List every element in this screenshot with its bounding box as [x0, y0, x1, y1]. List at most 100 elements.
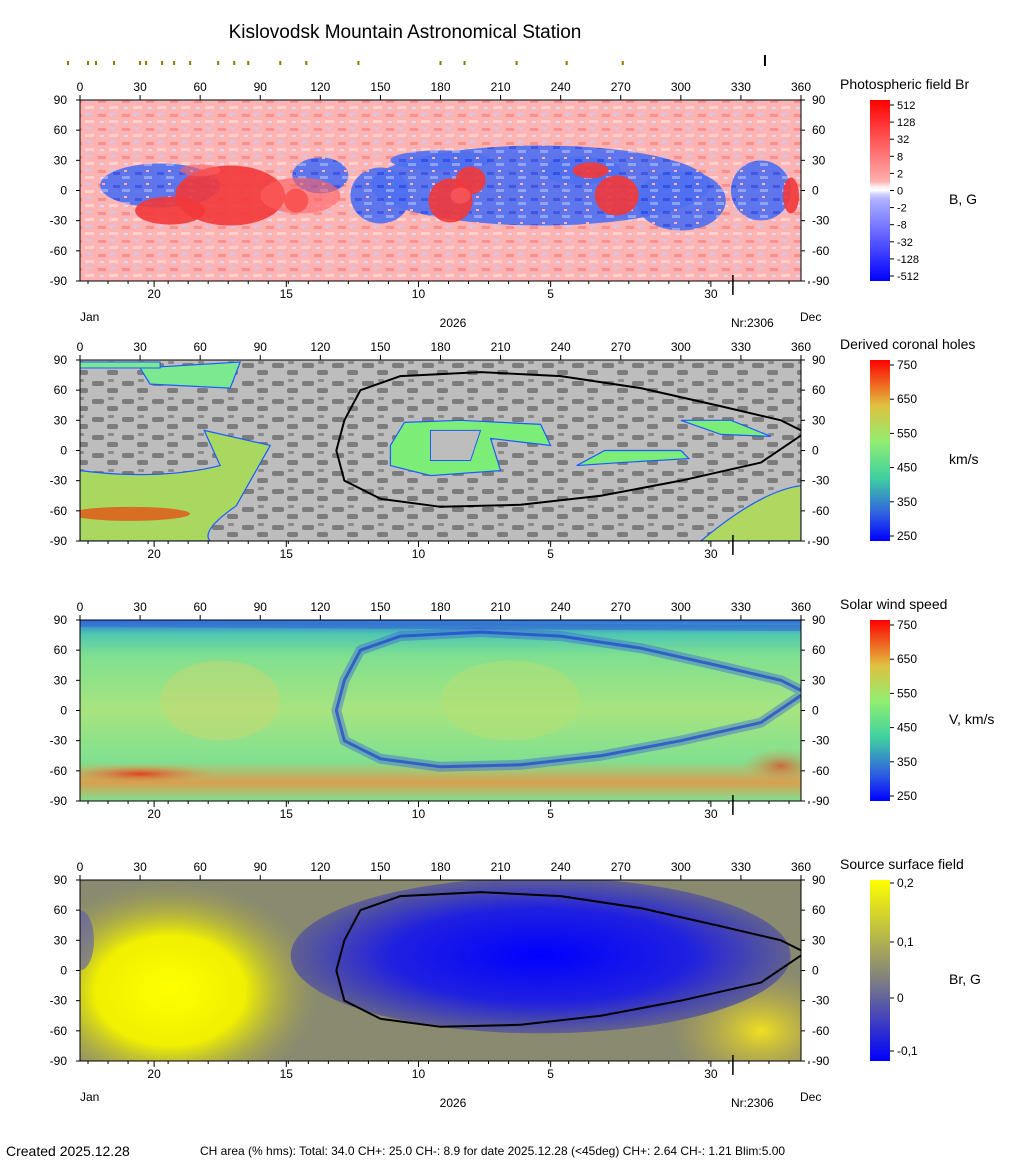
- lat-tick-label-right: 60: [812, 123, 826, 137]
- lat-tick-label-right: 90: [812, 613, 826, 627]
- lon-tick-label: 270: [611, 80, 631, 94]
- hole-interior: [429, 429, 482, 462]
- positive-polarity-region: [450, 187, 471, 204]
- lon-tick-label: 60: [193, 860, 207, 874]
- colorbar: [870, 100, 890, 281]
- panel-title: Photospheric field Br: [840, 76, 970, 92]
- panel-map: [80, 880, 801, 1061]
- lat-tick-label-left: -60: [50, 504, 68, 518]
- colorbar-tick-label: 450: [897, 721, 917, 735]
- date-tick-label: 10: [412, 1067, 426, 1081]
- colorbar-tick-label: 2: [897, 168, 903, 180]
- month-left-label: Jan: [80, 310, 99, 324]
- date-tick-label: 20: [147, 807, 161, 821]
- lat-tick-label-right: -60: [812, 764, 830, 778]
- date-tick-label: 30: [704, 287, 718, 301]
- colorbar-unit: Br, G: [949, 971, 981, 987]
- lat-tick-label-right: 60: [812, 643, 826, 657]
- panel-map: [80, 620, 801, 801]
- ch-area-stats: CH area (% hms): Total: 34.0 CH+: 25.0 C…: [200, 1144, 785, 1158]
- colorbar-tick-label: 32: [897, 134, 909, 146]
- lat-tick-label-right: 90: [812, 353, 826, 367]
- colorbar-tick-label: 550: [897, 426, 917, 440]
- lat-tick-label-right: -30: [812, 734, 830, 748]
- lat-tick-label-left: 90: [54, 873, 68, 887]
- lat-tick-label-left: -30: [50, 734, 68, 748]
- positive-polarity-region: [180, 164, 221, 177]
- colorbar-tick-label: 128: [897, 117, 915, 129]
- observation-marker: [279, 61, 282, 65]
- observation-marker: [95, 61, 98, 65]
- panel-map: [80, 100, 801, 281]
- colorbar: [870, 620, 890, 801]
- lon-tick-label: 150: [370, 600, 390, 614]
- lon-tick-label: 0: [77, 340, 84, 354]
- lon-tick-label: 150: [370, 80, 390, 94]
- lon-tick-label: 330: [731, 600, 751, 614]
- colorbar-tick-label: 0: [897, 186, 903, 198]
- lon-tick-label: 240: [551, 600, 571, 614]
- lat-tick-label-left: 30: [54, 153, 68, 167]
- colorbar-tick-label: 250: [897, 789, 917, 803]
- colorbar-tick-label: -2: [897, 203, 907, 215]
- lon-tick-label: 270: [611, 860, 631, 874]
- lon-tick-label: 90: [254, 600, 268, 614]
- lat-tick-label-right: -90: [812, 274, 830, 288]
- colorbar-tick-label: -512: [897, 271, 919, 283]
- lat-tick-label-left: -30: [50, 994, 68, 1008]
- date-tick-label: 20: [147, 1067, 161, 1081]
- negative-polarity-region: [350, 167, 411, 224]
- observation-marker: [66, 61, 69, 65]
- lon-tick-label: 120: [310, 80, 330, 94]
- lat-tick-label-right: 90: [812, 93, 826, 107]
- lon-tick-label: 240: [551, 340, 571, 354]
- lat-tick-label-right: 0: [812, 184, 819, 198]
- lon-tick-label: 300: [671, 860, 691, 874]
- lon-tick-label: 180: [430, 600, 450, 614]
- lat-tick-label-left: -60: [50, 1024, 68, 1038]
- colorbar-unit: B, G: [949, 191, 977, 207]
- date-tick-label: 20: [147, 287, 161, 301]
- lat-tick-label-left: 0: [60, 184, 67, 198]
- colorbar-tick-label: 8: [897, 151, 903, 163]
- lon-tick-label: 330: [731, 80, 751, 94]
- lat-tick-label-left: 90: [54, 93, 68, 107]
- colorbar-tick-label: -128: [897, 254, 919, 266]
- date-tick-label: 10: [412, 807, 426, 821]
- lon-tick-label: 270: [611, 600, 631, 614]
- lat-tick-label-left: 30: [54, 413, 68, 427]
- lat-tick-label-left: 60: [54, 123, 68, 137]
- lon-tick-label: 210: [491, 80, 511, 94]
- lon-tick-label: 150: [370, 340, 390, 354]
- date-tick-label: 10: [412, 547, 426, 561]
- observation-marker: [233, 61, 236, 65]
- observation-marker: [173, 61, 176, 65]
- observation-marker: [621, 61, 624, 65]
- time-labels: Jan 2026 Nr:2306 Dec: [80, 1090, 821, 1110]
- date-tick-label: 30: [704, 1067, 718, 1081]
- lat-tick-label-right: -60: [812, 504, 830, 518]
- lat-tick-label-right: -60: [812, 1024, 830, 1038]
- month-left-label: Jan: [80, 1090, 99, 1104]
- lat-tick-label-left: -60: [50, 764, 68, 778]
- colorbar-unit: V, km/s: [949, 711, 994, 727]
- date-tick-label: 5: [547, 287, 554, 301]
- colorbar-tick-label: 450: [897, 461, 917, 475]
- lat-tick-label-left: 90: [54, 613, 68, 627]
- positive-polarity-region: [594, 175, 639, 216]
- observation-marker: [161, 61, 164, 65]
- colorbar-tick-label: 512: [897, 100, 915, 112]
- lon-tick-label: 90: [254, 860, 268, 874]
- colorbar-tick-label: 750: [897, 358, 917, 372]
- lat-tick-label-left: 0: [60, 444, 67, 458]
- date-tick-label: 5: [547, 807, 554, 821]
- observation-markers: [66, 55, 766, 66]
- neutral-line: [335, 891, 801, 1028]
- lon-tick-label: 60: [193, 80, 207, 94]
- positive-polarity-region: [782, 177, 799, 214]
- lon-tick-label: 270: [611, 340, 631, 354]
